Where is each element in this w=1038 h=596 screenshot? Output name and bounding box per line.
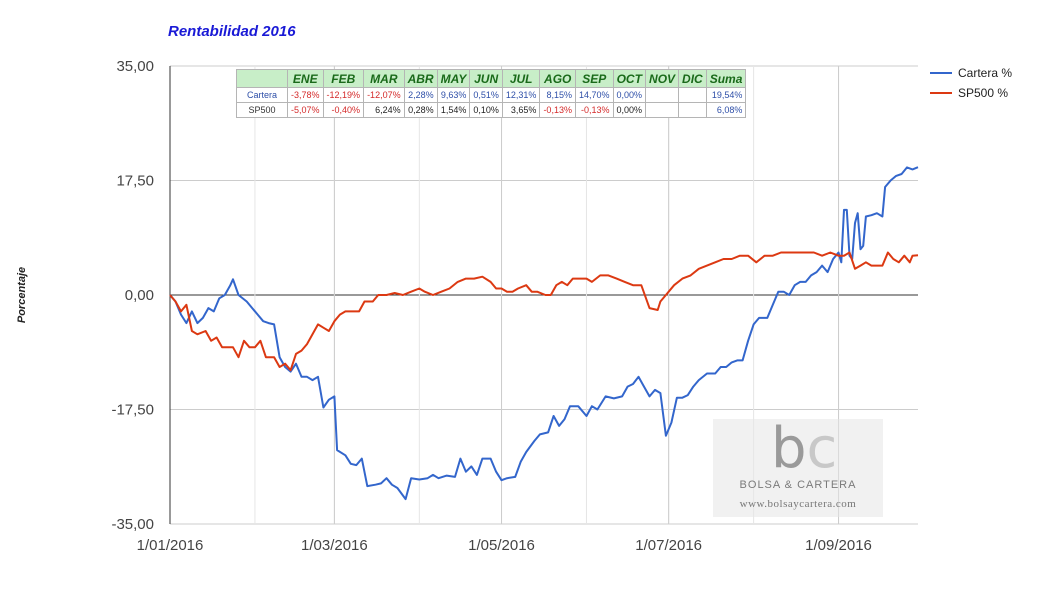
y-tick-label: -17,50 xyxy=(111,402,154,419)
table-cell: 19,54% xyxy=(705,87,747,103)
watermark-name: BOLSA & CARTERA xyxy=(739,479,857,491)
table-header-cell: JUN xyxy=(469,69,503,88)
table-cell: 2,28% xyxy=(403,87,438,103)
y-tick-label: 35,00 xyxy=(116,58,154,75)
table-row: Cartera -3,78% -12,19% -12,07% 2,28% 9,63% 0,5… xyxy=(236,87,747,103)
x-tick-label: 1/01/2016 xyxy=(137,537,204,554)
legend-label: Cartera % xyxy=(958,66,1013,80)
chart-title: Rentabilidad 2016 xyxy=(168,23,296,40)
table-row-label: SP500 xyxy=(236,102,288,118)
table-cell: -12,19% xyxy=(322,87,365,103)
table-header-cell: OCT xyxy=(612,69,647,88)
table-header-cell: NOV xyxy=(645,69,680,88)
table-cell: 9,63% xyxy=(436,87,471,103)
table-cell: -12,07% xyxy=(363,87,405,103)
table-cell: 0,00% xyxy=(612,87,647,103)
series-line-sp500 xyxy=(169,251,919,372)
table-cell: 0,28% xyxy=(403,102,438,118)
y-tick-label: 17,50 xyxy=(116,173,154,190)
table-header-cell: MAR xyxy=(363,69,405,88)
table-header-cell: JUL xyxy=(501,69,541,88)
table-cell: 0,10% xyxy=(469,102,503,118)
table-header-cell: Suma xyxy=(705,69,747,88)
table-header-cell: ABR xyxy=(403,69,438,88)
table-header-cell: ENE xyxy=(287,69,324,88)
table-cell: -0,13% xyxy=(574,102,614,118)
legend-item: Cartera % xyxy=(930,63,1012,83)
table-cell: 0,51% xyxy=(469,87,503,103)
table-cell: 0,00% xyxy=(612,102,647,118)
table-cell: 8,15% xyxy=(539,87,576,103)
table-cell xyxy=(645,102,680,118)
table-cell: -5,07% xyxy=(287,102,324,118)
table-cell: 12,31% xyxy=(501,87,541,103)
logo-letter-c: c xyxy=(806,416,838,481)
table-cell: -3,78% xyxy=(287,87,324,103)
x-tick-label: 1/07/2016 xyxy=(635,537,702,554)
bc-logo: bc xyxy=(771,419,837,479)
table-row: SP500 -5,07% -0,40% 6,24% 0,28% 1,54% 0,10% 3,6… xyxy=(236,102,747,118)
table-cell xyxy=(678,87,707,103)
table-cell: 6,08% xyxy=(705,102,747,118)
x-tick-label: 1/05/2016 xyxy=(468,537,535,554)
table-cell: -0,13% xyxy=(539,102,576,118)
watermark-url: www.bolsaycartera.com xyxy=(739,498,857,510)
bolsa-cartera-watermark: bc BOLSA & CARTERA www.bolsaycartera.com xyxy=(713,419,883,517)
table-cell xyxy=(645,87,680,103)
y-tick-label: -35,00 xyxy=(111,516,154,533)
table-header-cell: FEB xyxy=(322,69,365,88)
y-tick-label: 0,00 xyxy=(125,287,154,304)
x-tick-label: 1/09/2016 xyxy=(805,537,872,554)
legend-swatch xyxy=(930,72,952,74)
table-header-cell: DIC xyxy=(678,69,707,88)
table-cell: 6,24% xyxy=(363,102,405,118)
table-header-cell: MAY xyxy=(436,69,471,88)
table-header-cell: AGO xyxy=(539,69,576,88)
monthly-returns-table: ENE FEB MAR ABR MAY JUN JUL AGO SEP OCT NOV DIC Suma… xyxy=(236,69,747,118)
table-cell xyxy=(678,102,707,118)
legend-item: SP500 % xyxy=(930,83,1012,103)
table-corner-cell xyxy=(236,69,288,88)
table-cell: 3,65% xyxy=(501,102,541,118)
series-layer xyxy=(169,166,919,501)
tick-labels: 35,00 17,50 0,00 -17,50 -35,00 1/01/2016 1/03/… xyxy=(111,58,871,554)
logo-letter-b: b xyxy=(771,416,807,481)
table-header-row: ENE FEB MAR ABR MAY JUN JUL AGO SEP OCT NOV DIC Suma xyxy=(236,69,747,88)
x-tick-label: 1/03/2016 xyxy=(301,537,368,554)
table-cell: 14,70% xyxy=(574,87,614,103)
legend-label: SP500 % xyxy=(958,86,1009,100)
table-header-cell: SEP xyxy=(574,69,614,88)
chart-legend: Cartera % SP500 % xyxy=(930,63,1012,103)
table-cell: 1,54% xyxy=(436,102,471,118)
table-cell: -0,40% xyxy=(322,102,365,118)
table-row-label: Cartera xyxy=(236,87,288,103)
table-body: Cartera -3,78% -12,19% -12,07% 2,28% 9,63% 0,5… xyxy=(236,87,747,118)
legend-swatch xyxy=(930,92,952,94)
